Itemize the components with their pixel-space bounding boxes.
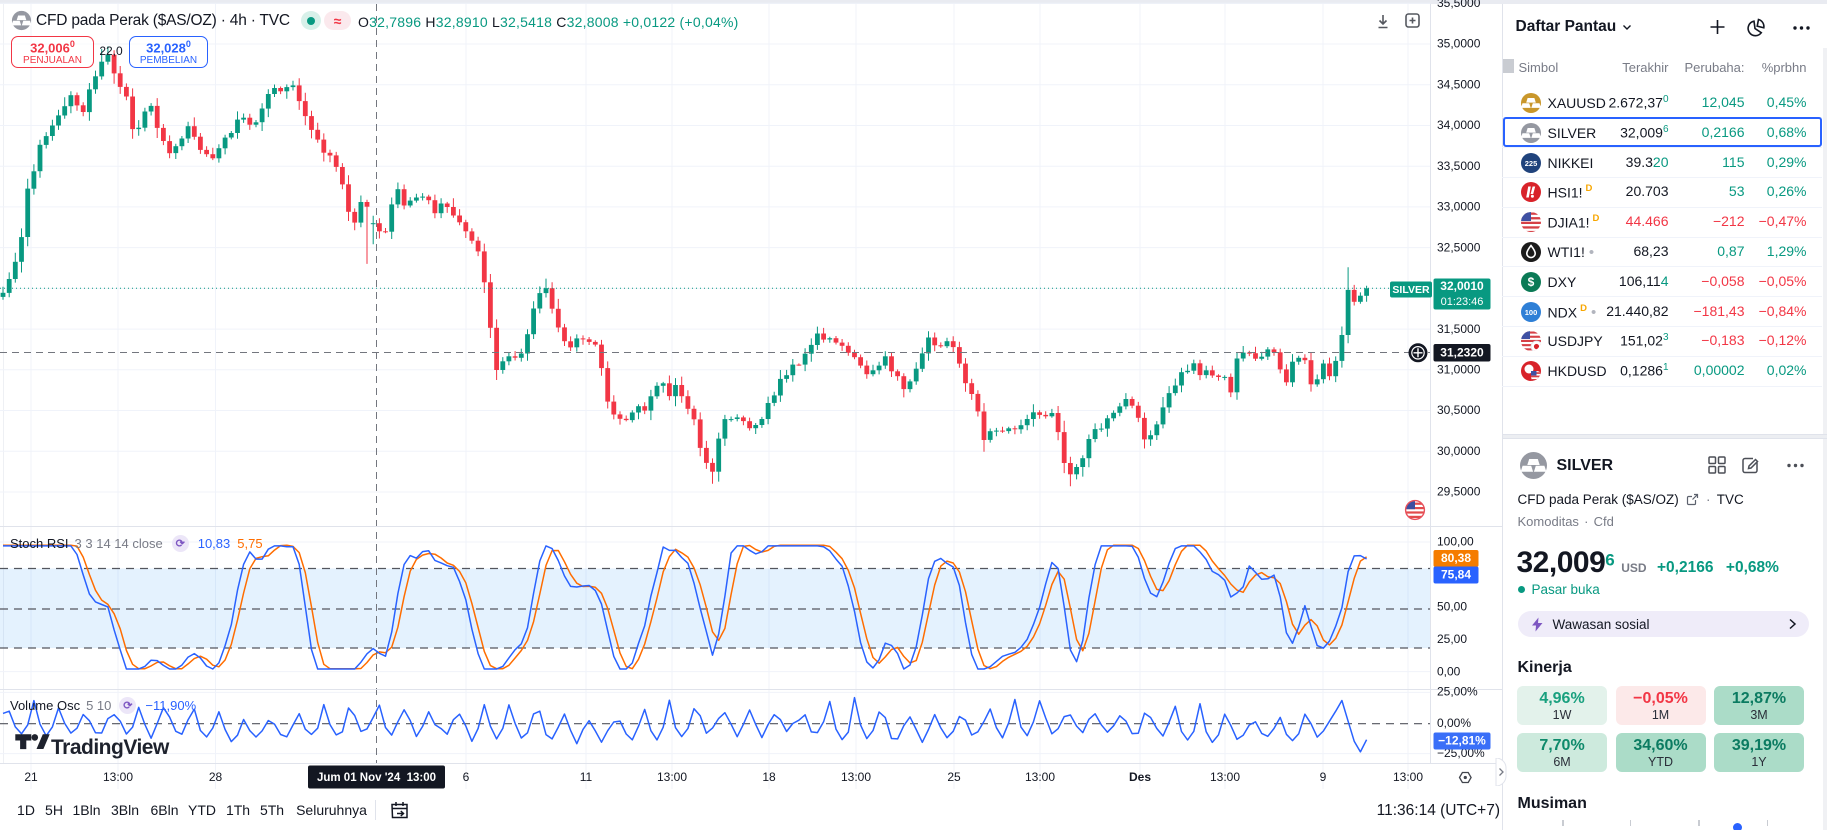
svg-text:0,00%: 0,00% <box>1437 716 1471 730</box>
svg-text:13:00: 13:00 <box>657 770 687 784</box>
svg-text:13:00: 13:00 <box>1210 770 1240 784</box>
svg-text:50,00: 50,00 <box>1437 599 1467 613</box>
svg-text:25: 25 <box>947 770 961 784</box>
svg-text:0,00: 0,00 <box>1437 664 1461 678</box>
svg-text:Jum 01 Nov '24 13:00: Jum 01 Nov '24 13:00 <box>317 772 436 784</box>
svg-text:6: 6 <box>463 770 470 784</box>
svg-text:SILVER: SILVER <box>1392 284 1430 296</box>
svg-text:13:00: 13:00 <box>103 770 133 784</box>
svg-text:30,5000: 30,5000 <box>1437 403 1481 417</box>
svg-text:35,0000: 35,0000 <box>1437 37 1481 51</box>
svg-text:100: 100 <box>1524 307 1537 316</box>
svg-text:35,5000: 35,5000 <box>1437 0 1481 10</box>
svg-text:25,00%: 25,00% <box>1437 685 1478 699</box>
svg-text:13:00: 13:00 <box>1393 770 1423 784</box>
svg-text:Des: Des <box>1129 770 1151 784</box>
svg-text:28: 28 <box>209 770 223 784</box>
svg-text:$: $ <box>1527 275 1534 289</box>
svg-text:33,0000: 33,0000 <box>1437 200 1481 214</box>
svg-text:31,2320: 31,2320 <box>1440 346 1484 360</box>
svg-text:33,5000: 33,5000 <box>1437 159 1481 173</box>
svg-text:30,0000: 30,0000 <box>1437 444 1481 458</box>
svg-text:100,00: 100,00 <box>1437 535 1474 549</box>
svg-text:34,5000: 34,5000 <box>1437 77 1481 91</box>
svg-text:29,5000: 29,5000 <box>1437 485 1481 499</box>
svg-text:31,0000: 31,0000 <box>1437 362 1481 376</box>
svg-text:−12,81%: −12,81% <box>1438 734 1486 748</box>
svg-text:32,0010: 32,0010 <box>1440 279 1484 293</box>
svg-text:31,5000: 31,5000 <box>1437 322 1481 336</box>
svg-text:21: 21 <box>24 770 38 784</box>
svg-text:32,5000: 32,5000 <box>1437 240 1481 254</box>
svg-text:13:00: 13:00 <box>841 770 871 784</box>
svg-text:25,00: 25,00 <box>1437 632 1467 646</box>
svg-text:34,0000: 34,0000 <box>1437 118 1481 132</box>
svg-text:80,38: 80,38 <box>1441 551 1471 565</box>
svg-text:13:00: 13:00 <box>1025 770 1055 784</box>
svg-text:75,84: 75,84 <box>1441 568 1471 582</box>
svg-text:11: 11 <box>580 770 593 784</box>
svg-text:01:23:46: 01:23:46 <box>1441 296 1484 308</box>
svg-text:18: 18 <box>762 770 776 784</box>
svg-text:9: 9 <box>1320 770 1327 784</box>
svg-text:225: 225 <box>1524 158 1537 167</box>
